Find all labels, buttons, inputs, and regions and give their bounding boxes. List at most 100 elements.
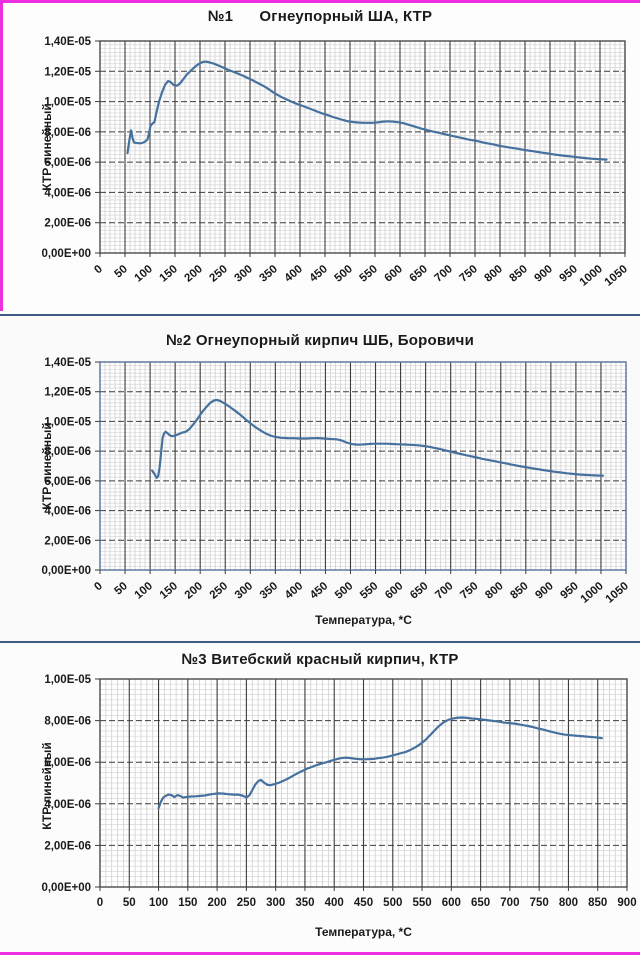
x-tick-label: 0 — [92, 263, 105, 276]
y-tick-label: 2,00E-06 — [44, 218, 91, 230]
y-tick-label: 0,00E+00 — [41, 882, 91, 894]
y-tick-label: 6,00E-06 — [44, 157, 91, 169]
y-tick-label: 1,00E-05 — [44, 97, 91, 109]
x-tick-label: 250 — [208, 580, 230, 602]
y-tick-label: 6,00E-06 — [44, 476, 91, 488]
x-tick-label: 600 — [442, 897, 461, 909]
x-tick-label: 450 — [308, 263, 330, 285]
chart-1-y-axis-title: КТР линейный — [40, 103, 54, 191]
series-line — [126, 60, 608, 161]
x-tick-label: 0 — [97, 897, 103, 909]
x-tick-label: 900 — [617, 897, 636, 909]
x-tick-label: 700 — [500, 897, 519, 909]
y-tick-label: 8,00E-06 — [44, 127, 91, 139]
y-tick-label: 1,20E-05 — [44, 387, 91, 399]
x-tick-label: 850 — [508, 580, 530, 602]
x-tick-label: 350 — [258, 580, 280, 602]
chart-2-x-axis-title: Температура, *С — [315, 613, 412, 627]
chart-3-y-axis-title: КТР линейный — [40, 742, 54, 830]
y-tick-label: 4,00E-06 — [44, 506, 91, 518]
x-tick-label: 700 — [433, 580, 455, 602]
x-tick-label: 1050 — [604, 580, 631, 606]
x-tick-label: 300 — [233, 263, 255, 285]
chart-2-canvas: 0,00E+00 2,00E-06 4,00E-06 6,00E-06 8,00E-06… — [41, 357, 631, 606]
x-tick-label: 950 — [558, 263, 580, 285]
plot-border — [99, 361, 627, 571]
y-tick-label: 0,00E+00 — [41, 565, 91, 577]
y-tick-label: 1,40E-05 — [44, 36, 91, 48]
x-tick-label: 650 — [408, 580, 430, 602]
x-tick-label: 800 — [559, 897, 578, 909]
x-tick-label: 800 — [483, 580, 505, 602]
x-tick-label: 500 — [333, 580, 355, 602]
x-tick-label: 400 — [325, 897, 344, 909]
x-tick-label: 0 — [92, 580, 105, 593]
x-tick-label: 500 — [333, 263, 355, 285]
chart-3-canvas: 0,00E+00 2,00E-06 4,00E-06 6,00E-06 8,00E-06… — [41, 674, 636, 909]
x-tick-label: 150 — [178, 897, 197, 909]
x-tick-label: 950 — [558, 580, 580, 602]
x-tick-label: 150 — [158, 263, 180, 285]
x-tick-label: 650 — [471, 897, 490, 909]
page-border-bottom — [0, 952, 640, 955]
chart-2-title: №2 Огнеупорный кирпич ШБ, Боровичи — [165, 332, 475, 349]
x-tick-label: 350 — [258, 263, 280, 285]
x-tick-label: 650 — [408, 263, 430, 285]
x-tick-label: 750 — [458, 580, 480, 602]
x-tick-label: 600 — [383, 580, 405, 602]
y-tick-label: 4,00E-06 — [44, 187, 91, 199]
page-border-left — [0, 0, 3, 311]
series-line — [157, 716, 603, 810]
x-tick-label: 700 — [433, 263, 455, 285]
chart-1-title: №1 Огнеупорный ША, КТР — [207, 8, 433, 25]
y-tick-label: 2,00E-06 — [44, 535, 91, 547]
plot-border — [99, 40, 626, 254]
chart-panel-3: 0,00E+00 2,00E-06 4,00E-06 6,00E-06 8,00E-06… — [0, 643, 640, 952]
separator-line-1 — [0, 314, 640, 316]
x-tick-label: 1000 — [579, 580, 606, 606]
x-tick-label: 200 — [208, 897, 227, 909]
x-tick-label: 200 — [183, 580, 205, 602]
x-tick-label: 1000 — [578, 263, 605, 289]
x-tick-label: 900 — [533, 580, 555, 602]
x-tick-label: 350 — [295, 897, 314, 909]
x-tick-label: 300 — [233, 580, 255, 602]
y-tick-label: 0,00E+00 — [41, 248, 91, 260]
x-tick-label: 100 — [133, 580, 155, 602]
x-tick-label: 50 — [112, 580, 130, 597]
separator-line-2 — [0, 641, 640, 643]
y-tick-label: 1,40E-05 — [44, 357, 91, 369]
chart-2-y-axis-title: КТР линейный — [40, 422, 54, 510]
y-tick-label: 4,00E-06 — [44, 799, 91, 811]
chart-3-x-axis-title: Температура, *С — [315, 925, 412, 939]
x-tick-label: 50 — [112, 263, 130, 280]
x-tick-label: 50 — [123, 897, 136, 909]
x-tick-label: 150 — [158, 580, 180, 602]
y-tick-label: 6,00E-06 — [44, 757, 91, 769]
chart-panel-1: 0,00E+00 2,00E-06 4,00E-06 6,00E-06 8,00E-06… — [0, 3, 640, 314]
x-tick-label: 200 — [183, 263, 205, 285]
x-tick-label: 500 — [383, 897, 402, 909]
x-tick-label: 100 — [133, 263, 155, 285]
x-tick-label: 250 — [237, 897, 256, 909]
x-tick-label: 900 — [533, 263, 555, 285]
series-line — [151, 398, 605, 479]
y-tick-label: 1,00E-05 — [44, 416, 91, 428]
x-tick-label: 400 — [283, 263, 305, 285]
y-tick-label: 8,00E-06 — [44, 716, 91, 728]
x-tick-label: 850 — [508, 263, 530, 285]
x-tick-label: 300 — [266, 897, 285, 909]
x-tick-label: 450 — [308, 580, 330, 602]
page-border-top — [0, 0, 640, 3]
x-tick-label: 400 — [283, 580, 305, 602]
x-tick-label: 850 — [588, 897, 607, 909]
y-tick-label: 1,00E-05 — [44, 674, 91, 686]
y-tick-label: 1,20E-05 — [44, 66, 91, 78]
x-tick-label: 1050 — [603, 263, 630, 289]
x-tick-label: 450 — [354, 897, 373, 909]
x-tick-label: 800 — [483, 263, 505, 285]
x-tick-label: 250 — [208, 263, 230, 285]
chart-1-canvas: 0,00E+00 2,00E-06 4,00E-06 6,00E-06 8,00E-06… — [41, 36, 630, 289]
x-tick-label: 750 — [530, 897, 549, 909]
